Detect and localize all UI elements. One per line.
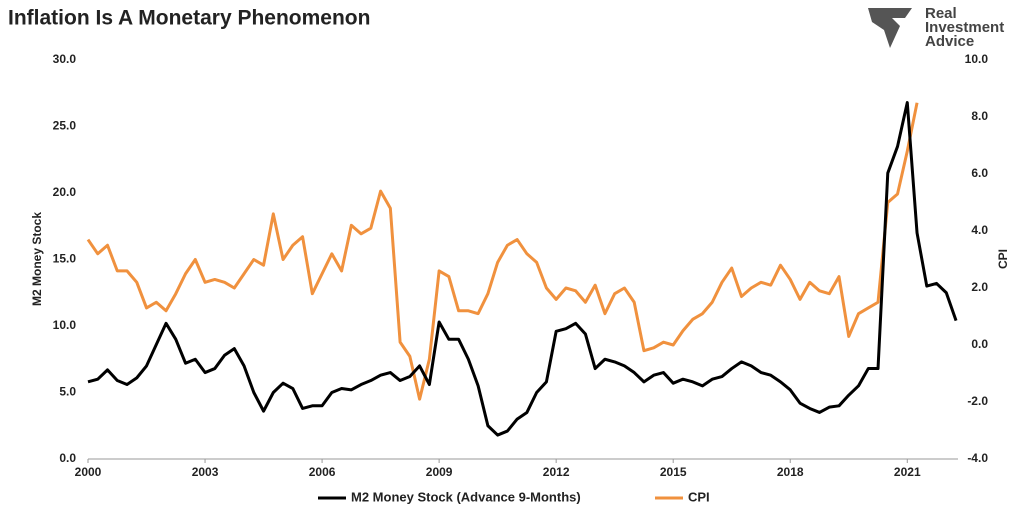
- y2-tick-label: 0.0: [971, 337, 988, 351]
- x-tick-label: 2018: [777, 465, 804, 479]
- x-tick-label: 2000: [75, 465, 102, 479]
- x-tick-label: 2009: [426, 465, 453, 479]
- chart-title: Inflation Is A Monetary Phenomenon: [8, 7, 370, 30]
- y2-tick-label: 2.0: [971, 280, 988, 294]
- y-tick-label: 15.0: [53, 252, 77, 266]
- data-line: [86, 102, 919, 401]
- y-tick-label: 20.0: [53, 185, 77, 199]
- y-axis-label: M2 Money Stock: [30, 212, 44, 306]
- y2-tick-label: -4.0: [967, 451, 988, 465]
- y2-axis-label: CPI: [996, 249, 1010, 269]
- y-tick-label: 30.0: [53, 52, 77, 66]
- y2-tick-label: 4.0: [971, 223, 988, 237]
- x-tick-label: 2015: [660, 465, 687, 479]
- data-line: [87, 101, 958, 437]
- brand-text: Real: [925, 5, 957, 22]
- x-tick-label: 2012: [543, 465, 570, 479]
- legend-label: M2 Money Stock (Advance 9-Months): [351, 489, 581, 504]
- legend-label: CPI: [688, 489, 710, 504]
- y2-tick-label: 8.0: [971, 109, 988, 123]
- y2-tick-label: 10.0: [965, 52, 989, 66]
- x-tick-label: 2006: [309, 465, 336, 479]
- x-tick-label: 2003: [192, 465, 219, 479]
- y2-tick-label: -2.0: [967, 394, 988, 408]
- x-tick-label: 2021: [894, 465, 921, 479]
- y2-tick-label: 6.0: [971, 166, 988, 180]
- y-tick-label: 0.0: [59, 451, 76, 465]
- logo-icon: [868, 8, 912, 48]
- y-tick-label: 25.0: [53, 119, 77, 133]
- brand-text: Advice: [925, 33, 974, 50]
- brand-text: Investment: [925, 19, 1004, 36]
- y-tick-label: 5.0: [59, 385, 76, 399]
- logo: Real Investment Advice: [868, 5, 1004, 50]
- y-tick-label: 10.0: [53, 318, 77, 332]
